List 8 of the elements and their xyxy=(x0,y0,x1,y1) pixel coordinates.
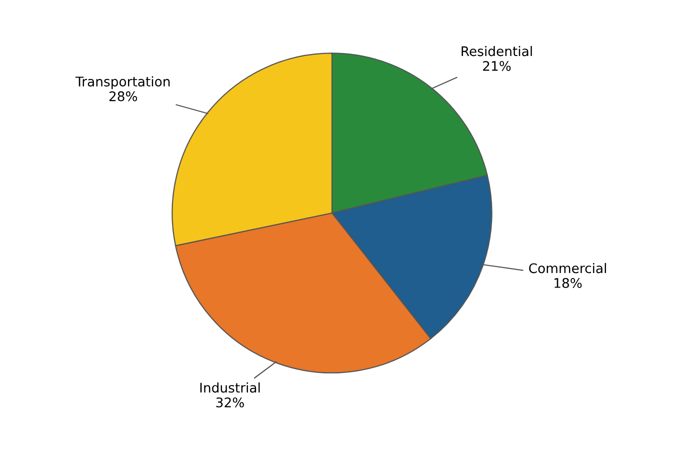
slice-label: Residential xyxy=(462,46,532,56)
data-label: 18% xyxy=(554,278,582,288)
slice-label: Transportation xyxy=(75,76,170,90)
data-label: 32% xyxy=(216,397,244,408)
slice-label: Industrial xyxy=(200,382,260,393)
data-label: 28% xyxy=(109,91,138,102)
data-label: 21% xyxy=(483,60,511,71)
slice-label: Commercial xyxy=(529,262,606,274)
